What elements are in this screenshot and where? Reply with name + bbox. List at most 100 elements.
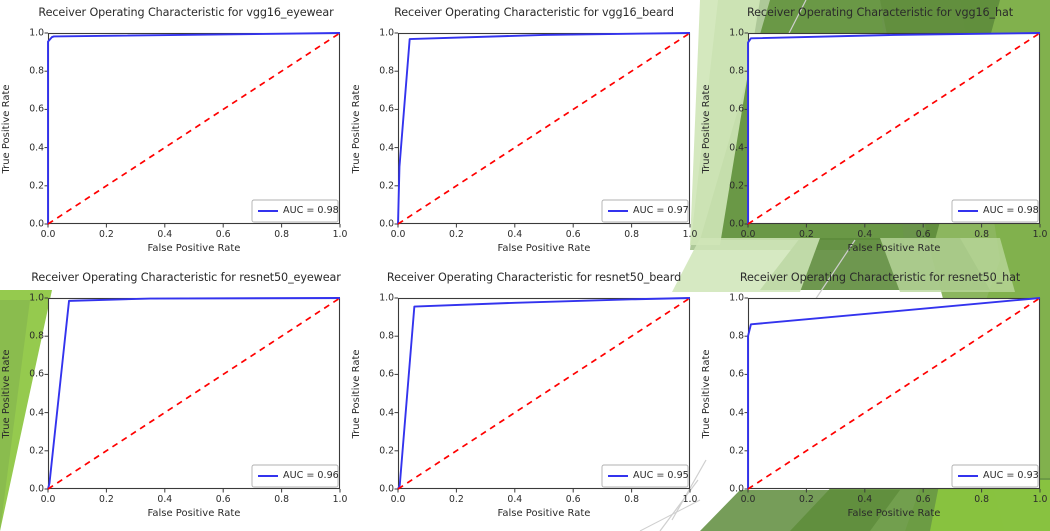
roc-curve-line xyxy=(397,32,691,225)
plot-area-background xyxy=(48,33,340,224)
legend-auc-label: AUC = 0.96 xyxy=(283,470,339,481)
x-tick-label: 0.0 xyxy=(40,229,56,240)
x-tick-label: 0.0 xyxy=(740,494,756,505)
roc-axes-resnet50_beard xyxy=(394,297,691,493)
roc-curve-line xyxy=(47,32,341,224)
y-tick-label: 0.6 xyxy=(29,103,44,115)
chance-diagonal-line xyxy=(47,297,341,490)
plot-area-background xyxy=(398,298,690,489)
y-tick-label: 0.6 xyxy=(379,368,394,380)
plot-area-background xyxy=(748,298,1040,489)
y-tick-label: 1.0 xyxy=(29,292,44,304)
x-axis-label: False Positive Rate xyxy=(147,508,241,519)
x-tick-label: 0.0 xyxy=(740,229,756,240)
y-axis-label: True Positive Rate xyxy=(1,83,12,174)
x-tick-label: 1.0 xyxy=(1032,494,1048,505)
y-tick-label: 0.2 xyxy=(729,445,744,457)
roc-panel-vgg16_eyewear: Receiver Operating Characteristic for vg… xyxy=(0,0,350,265)
chance-diagonal-line xyxy=(47,32,341,225)
x-tick-label: 1.0 xyxy=(332,229,348,240)
x-tick-label: 0.6 xyxy=(915,229,931,240)
x-tick-label: 0.6 xyxy=(215,229,231,240)
y-tick-label: 0.6 xyxy=(379,103,394,115)
panel-title: Receiver Operating Characteristic for vg… xyxy=(746,6,1014,19)
x-tick-label: 0.8 xyxy=(974,229,989,240)
y-tick-label: 0.0 xyxy=(729,218,744,230)
legend-box xyxy=(601,199,689,223)
roc-panel-resnet50_hat: Receiver Operating Characteristic for re… xyxy=(700,265,1050,531)
y-axis-label: True Positive Rate xyxy=(701,348,712,439)
x-axis-label: False Positive Rate xyxy=(847,243,941,254)
plot-area-background xyxy=(398,33,690,224)
x-tick-label: 0.0 xyxy=(390,229,406,240)
y-axis-label: True Positive Rate xyxy=(1,348,12,439)
y-tick-label: 0.4 xyxy=(729,407,744,419)
y-tick-label: 1.0 xyxy=(379,27,394,39)
x-tick-label: 0.8 xyxy=(274,229,289,240)
y-tick-label: 0.2 xyxy=(379,180,394,192)
x-tick-label: 0.0 xyxy=(40,494,56,505)
legend-auc-label: AUC = 0.95 xyxy=(633,470,689,481)
x-tick-label: 0.8 xyxy=(274,494,289,505)
roc-panel-vgg16_beard: Receiver Operating Characteristic for vg… xyxy=(350,0,700,265)
panel-title: Receiver Operating Characteristic for re… xyxy=(386,271,682,284)
x-tick-label: 0.4 xyxy=(507,229,523,240)
x-tick-label: 0.0 xyxy=(390,494,406,505)
panel-title: Receiver Operating Characteristic for re… xyxy=(31,271,341,284)
y-axis-label: True Positive Rate xyxy=(351,83,362,174)
x-tick-label: 1.0 xyxy=(332,494,348,505)
x-tick-label: 0.2 xyxy=(798,494,814,505)
y-tick-label: 0.0 xyxy=(729,483,744,495)
axes-spines xyxy=(397,297,691,490)
x-tick-label: 0.2 xyxy=(448,494,464,505)
roc-curve-line xyxy=(397,297,691,490)
y-tick-label: 0.6 xyxy=(729,368,744,380)
legend-auc-label: AUC = 0.93 xyxy=(983,470,1039,481)
x-tick-label: 1.0 xyxy=(682,229,698,240)
y-tick-label: 0.0 xyxy=(29,218,44,230)
legend-auc-label: AUC = 0.98 xyxy=(983,205,1039,216)
y-tick-label: 1.0 xyxy=(729,27,744,39)
x-tick-label: 1.0 xyxy=(682,494,698,505)
chance-diagonal-line xyxy=(397,32,691,225)
roc-axes-vgg16_hat xyxy=(744,32,1041,228)
x-tick-label: 0.4 xyxy=(157,494,173,505)
x-tick-label: 0.8 xyxy=(624,494,639,505)
x-tick-label: 0.4 xyxy=(857,229,873,240)
roc-panel-resnet50_eyewear: Receiver Operating Characteristic for re… xyxy=(0,265,350,531)
y-tick-label: 0.4 xyxy=(29,407,44,419)
y-tick-label: 1.0 xyxy=(729,292,744,304)
y-tick-label: 0.0 xyxy=(29,483,44,495)
x-tick-label: 0.6 xyxy=(565,229,581,240)
x-tick-label: 0.4 xyxy=(857,494,873,505)
plot-area-background xyxy=(48,298,340,489)
y-axis-label: True Positive Rate xyxy=(351,348,362,439)
roc-axes-vgg16_eyewear xyxy=(44,32,341,228)
x-tick-label: 1.0 xyxy=(1032,229,1048,240)
y-tick-label: 1.0 xyxy=(29,27,44,39)
roc-panel-resnet50_beard: Receiver Operating Characteristic for re… xyxy=(350,265,700,531)
y-tick-label: 0.2 xyxy=(729,180,744,192)
y-tick-label: 0.0 xyxy=(379,483,394,495)
y-tick-label: 0.6 xyxy=(29,368,44,380)
y-tick-label: 0.4 xyxy=(729,142,744,154)
x-tick-label: 0.4 xyxy=(507,494,523,505)
y-tick-label: 0.8 xyxy=(379,65,394,77)
y-tick-label: 0.6 xyxy=(729,103,744,115)
legend-box xyxy=(251,464,339,488)
x-tick-label: 0.2 xyxy=(98,494,114,505)
legend-box xyxy=(251,199,339,223)
y-tick-label: 0.2 xyxy=(379,445,394,457)
x-tick-label: 0.2 xyxy=(448,229,464,240)
plot-area-background xyxy=(748,33,1040,224)
x-axis-label: False Positive Rate xyxy=(497,508,591,519)
y-tick-label: 0.8 xyxy=(379,330,394,342)
x-axis-label: False Positive Rate xyxy=(847,508,941,519)
x-tick-label: 0.8 xyxy=(624,229,639,240)
x-axis-label: False Positive Rate xyxy=(497,243,591,254)
x-tick-label: 0.8 xyxy=(974,494,989,505)
roc-axes-vgg16_beard xyxy=(394,32,691,228)
x-axis-label: False Positive Rate xyxy=(147,243,241,254)
chance-diagonal-line xyxy=(397,297,691,490)
